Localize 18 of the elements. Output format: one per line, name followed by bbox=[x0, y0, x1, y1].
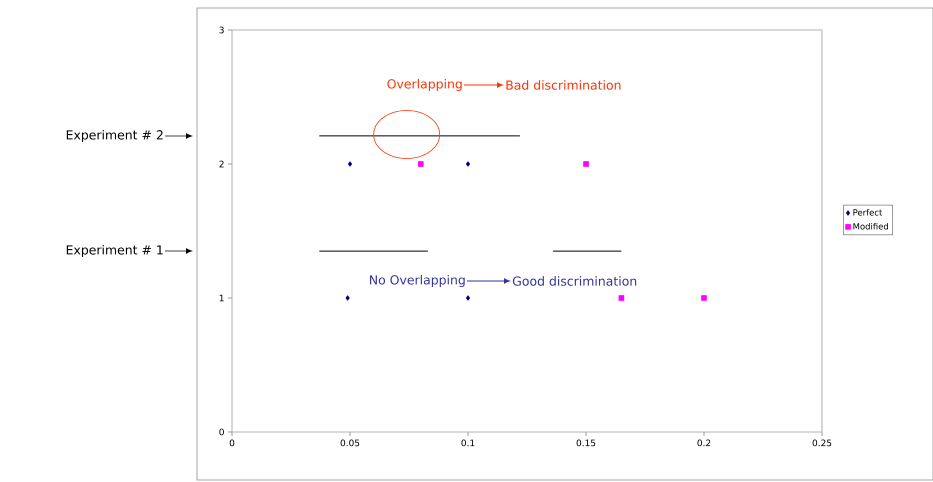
annotation: Bad discrimination bbox=[506, 80, 620, 90]
annotation: No Overlapping bbox=[370, 274, 465, 288]
x-tick-label: 0 bbox=[230, 440, 234, 446]
annotation: Good discrimination bbox=[512, 276, 636, 286]
x-tick-label: 0.05 bbox=[340, 440, 360, 446]
x-tick-label: 0.2 bbox=[697, 440, 710, 446]
y-tick-label: 0 bbox=[219, 428, 224, 436]
y-tick-label: 2 bbox=[219, 160, 224, 168]
legend-label: Modified bbox=[853, 222, 888, 230]
text: Experiment # 1 bbox=[66, 244, 163, 258]
x-tick-label: 0.25 bbox=[812, 440, 832, 446]
legend-label: Perfect bbox=[853, 209, 882, 216]
y-tick-label: 3 bbox=[219, 26, 224, 34]
text: Experiment # 2 bbox=[66, 130, 163, 142]
x-tick-label: 0.1 bbox=[461, 440, 474, 446]
annotation: Overlapping bbox=[387, 78, 462, 92]
y-tick-label: 1 bbox=[220, 294, 224, 302]
x-tick-label: 0.15 bbox=[576, 440, 596, 446]
